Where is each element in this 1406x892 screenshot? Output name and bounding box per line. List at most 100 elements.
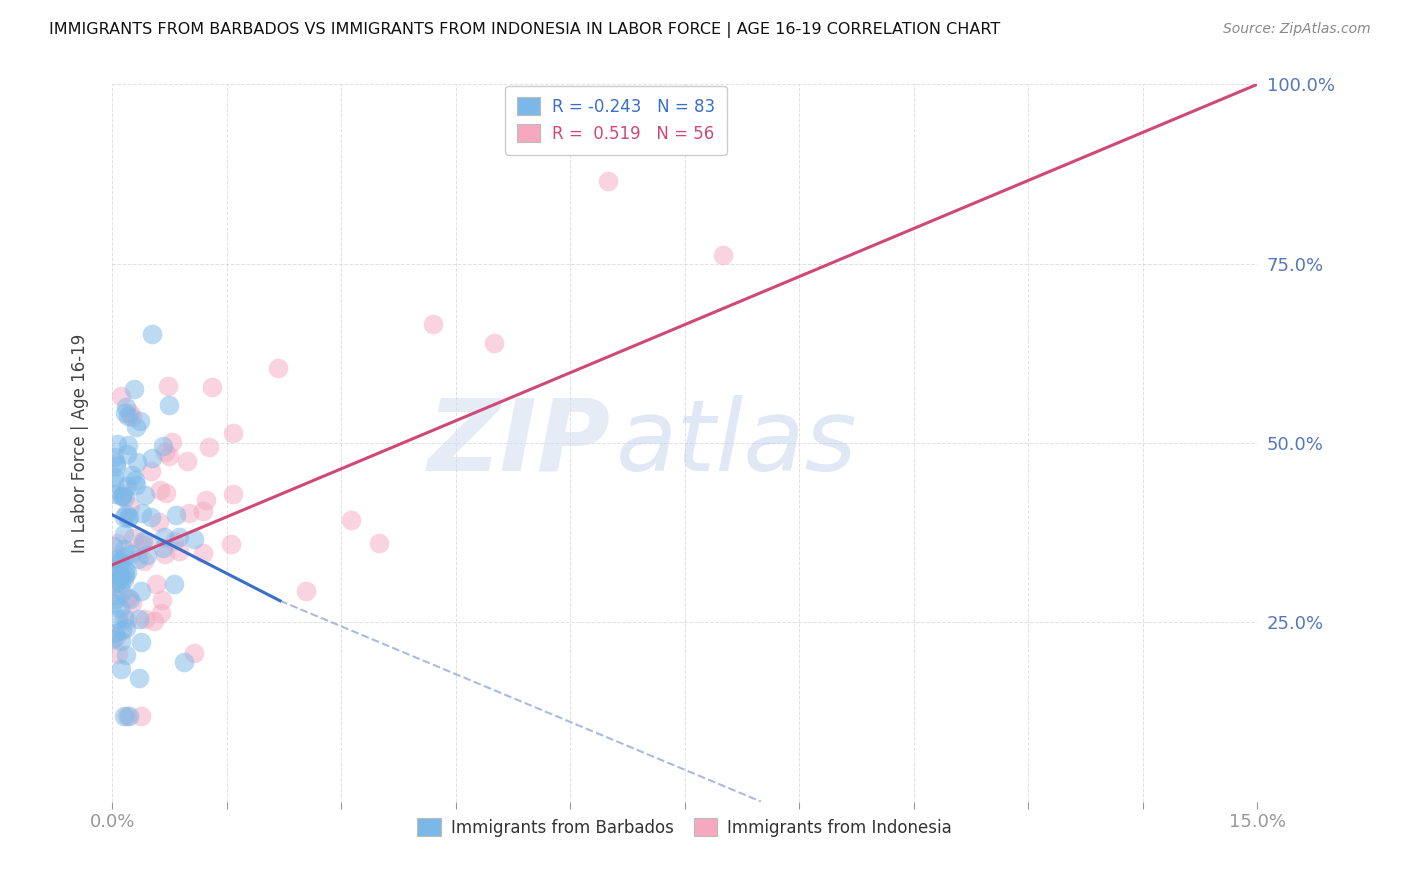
Point (134, 534, 156, 549)
Point (163, 576, 186, 591)
Point (125, 420, 148, 434)
Point (183, 533, 205, 547)
Point (110, 662, 132, 676)
Point (267, 360, 290, 375)
Point (117, 510, 139, 524)
Point (132, 533, 155, 548)
Point (219, 537, 242, 551)
Point (107, 573, 129, 587)
Point (115, 447, 138, 461)
Point (129, 584, 152, 599)
Point (295, 584, 318, 599)
Point (120, 547, 142, 561)
Point (131, 708, 153, 723)
Point (125, 455, 148, 469)
Point (108, 556, 131, 570)
Point (139, 464, 162, 478)
Point (142, 614, 165, 628)
Point (132, 554, 155, 568)
Point (115, 507, 138, 521)
Point (118, 708, 141, 723)
Point (197, 441, 219, 455)
Point (121, 410, 143, 425)
Point (157, 450, 180, 464)
Point (104, 630, 127, 644)
Point (598, 174, 620, 188)
Point (115, 708, 138, 723)
Point (131, 538, 153, 552)
Point (112, 527, 135, 541)
Point (112, 572, 135, 586)
Point (103, 475, 125, 489)
Point (107, 612, 129, 626)
Point (110, 570, 132, 584)
Point (105, 436, 128, 450)
Y-axis label: In Labor Force | Age 16-19: In Labor Force | Age 16-19 (72, 334, 89, 553)
Point (112, 541, 135, 556)
Point (111, 489, 134, 503)
Point (110, 576, 132, 591)
Point (145, 576, 167, 591)
Point (112, 510, 135, 524)
Point (117, 613, 139, 627)
Point (114, 563, 136, 577)
Point (136, 548, 159, 562)
Point (114, 621, 136, 635)
Point (117, 409, 139, 423)
Point (114, 400, 136, 414)
Point (176, 454, 198, 468)
Point (115, 566, 138, 580)
Point (222, 425, 245, 440)
Point (131, 506, 153, 520)
Point (101, 632, 124, 646)
Point (108, 567, 131, 582)
Point (114, 549, 136, 563)
Point (368, 536, 391, 550)
Point (128, 671, 150, 685)
Point (128, 612, 150, 626)
Point (105, 459, 128, 474)
Point (157, 398, 180, 412)
Point (165, 508, 187, 522)
Point (103, 469, 125, 483)
Point (148, 515, 170, 529)
Point (173, 655, 195, 669)
Point (149, 483, 172, 497)
Point (104, 592, 127, 607)
Text: atlas: atlas (616, 394, 858, 491)
Point (105, 456, 128, 470)
Point (121, 596, 143, 610)
Point (128, 414, 150, 428)
Point (114, 708, 136, 723)
Point (103, 597, 125, 611)
Point (153, 547, 176, 561)
Point (191, 504, 214, 518)
Point (108, 555, 131, 569)
Point (108, 601, 131, 615)
Point (127, 552, 149, 566)
Point (149, 606, 172, 620)
Point (134, 488, 156, 502)
Point (122, 382, 145, 396)
Point (104, 625, 127, 640)
Point (120, 406, 142, 420)
Point (122, 531, 145, 545)
Point (108, 568, 131, 582)
Point (110, 634, 132, 648)
Point (124, 473, 146, 487)
Point (183, 646, 205, 660)
Point (125, 478, 148, 492)
Point (134, 612, 156, 626)
Point (195, 492, 218, 507)
Point (103, 487, 125, 501)
Point (115, 479, 138, 493)
Point (108, 566, 131, 581)
Text: Source: ZipAtlas.com: Source: ZipAtlas.com (1223, 22, 1371, 37)
Point (114, 406, 136, 420)
Point (167, 543, 190, 558)
Point (177, 506, 200, 520)
Point (117, 438, 139, 452)
Point (167, 530, 190, 544)
Point (152, 541, 174, 556)
Point (117, 591, 139, 605)
